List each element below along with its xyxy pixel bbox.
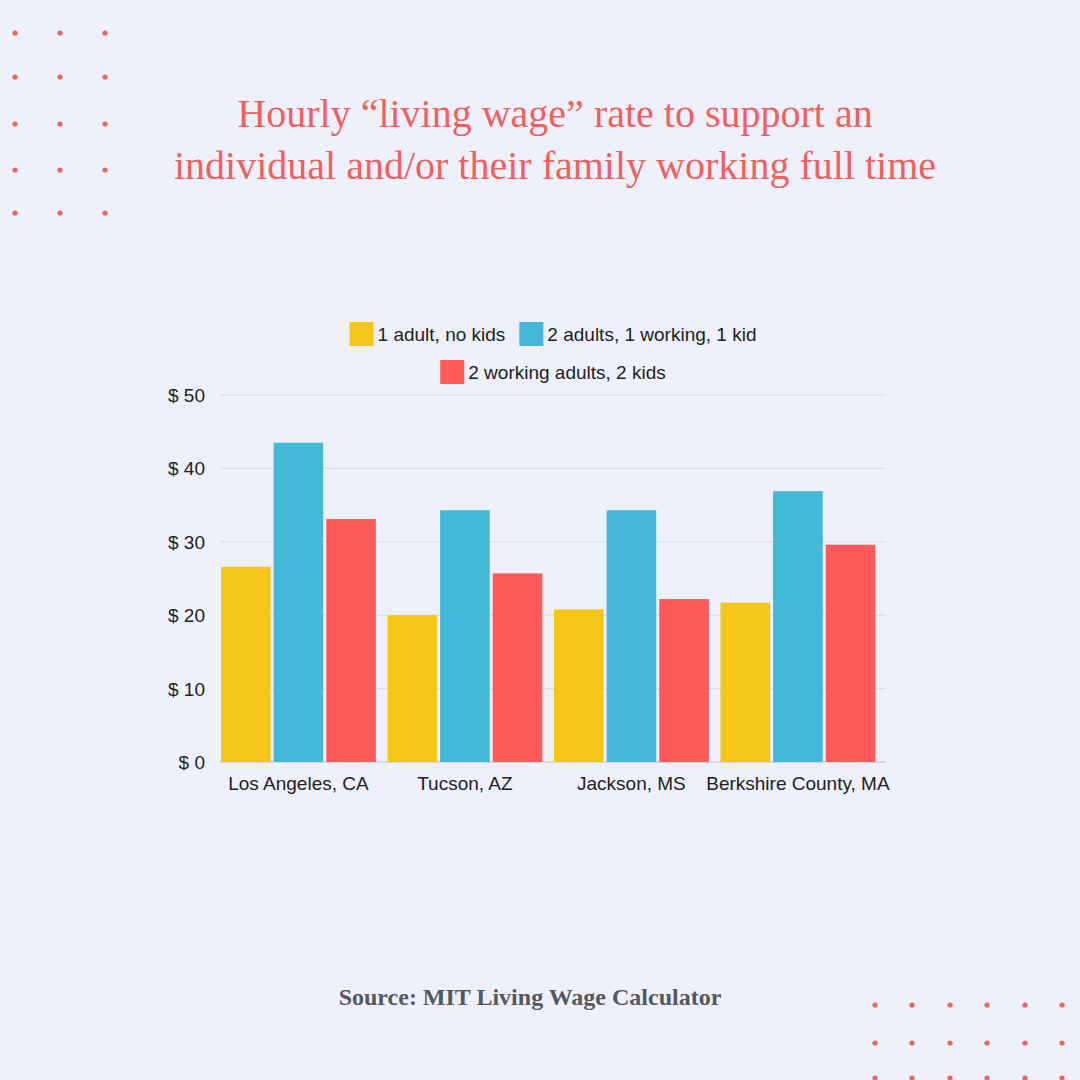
deco-dot xyxy=(947,1075,952,1080)
deco-dot xyxy=(102,74,107,79)
x-tick-label: Jackson, MS xyxy=(577,773,686,794)
bar xyxy=(607,510,657,762)
source: Source: MIT Living Wage Calculator xyxy=(0,984,1060,1011)
legend-item: 2 working adults, 2 kids xyxy=(440,360,666,384)
deco-dot xyxy=(102,121,107,126)
bar xyxy=(554,609,604,762)
deco-dot xyxy=(872,1002,877,1007)
legend-label: 2 working adults, 2 kids xyxy=(468,362,666,383)
y-tick-label: $ 20 xyxy=(168,605,205,626)
legend-swatch xyxy=(519,322,543,346)
title: Hourly “living wage” rate to support an … xyxy=(165,88,945,192)
y-axis xyxy=(220,395,221,762)
bar xyxy=(826,545,876,762)
x-tick-label: Tucson, AZ xyxy=(417,773,513,794)
deco-dot xyxy=(1022,1040,1027,1045)
deco-dot xyxy=(12,210,17,215)
stage: $ 0 $ 10 $ 20 $ 30 $ 40 $ 50 Los Angeles, CA Tu… xyxy=(0,0,1080,1080)
deco-dot xyxy=(984,1002,989,1007)
y-tick-label: $ 0 xyxy=(179,752,205,773)
bar xyxy=(493,573,543,762)
legend-label: 1 adult, no kids xyxy=(378,324,506,345)
y-tick-label: $ 10 xyxy=(168,679,205,700)
bar xyxy=(721,603,771,762)
bar xyxy=(773,491,823,762)
y-tick-label: $ 50 xyxy=(168,385,205,406)
legend-swatch xyxy=(440,360,464,384)
x-tick-label: Berkshire County, MA xyxy=(706,773,890,794)
bar xyxy=(659,599,709,762)
deco-dot xyxy=(102,30,107,35)
deco-dot xyxy=(12,121,17,126)
legend: 1 adult, no kids 2 adults, 1 working, 1 k… xyxy=(350,322,757,384)
grid xyxy=(220,395,886,762)
deco-dot xyxy=(57,74,62,79)
deco-dot xyxy=(872,1075,877,1080)
deco-dot xyxy=(984,1075,989,1080)
deco-dot xyxy=(947,1040,952,1045)
deco-dot xyxy=(102,167,107,172)
deco-dot xyxy=(909,1075,914,1080)
deco-dot xyxy=(1022,1075,1027,1080)
deco-dot xyxy=(12,30,17,35)
y-tick-label: $ 40 xyxy=(168,458,205,479)
bars xyxy=(221,443,875,762)
bar xyxy=(388,615,438,762)
decoration xyxy=(12,30,1064,1080)
legend-swatch xyxy=(350,322,374,346)
deco-dot xyxy=(909,1002,914,1007)
grid-line xyxy=(220,395,886,396)
deco-dot xyxy=(872,1040,877,1045)
deco-dot xyxy=(57,210,62,215)
deco-dot xyxy=(57,30,62,35)
deco-dot xyxy=(1059,1040,1064,1045)
deco-dot xyxy=(102,210,107,215)
deco-dot xyxy=(1059,1075,1064,1080)
deco-dot xyxy=(12,74,17,79)
bar xyxy=(221,567,271,762)
deco-dot xyxy=(1022,1002,1027,1007)
deco-dot xyxy=(57,167,62,172)
bar xyxy=(440,510,490,762)
x-tick-label: Los Angeles, CA xyxy=(228,773,369,794)
deco-dot xyxy=(909,1040,914,1045)
legend-item: 1 adult, no kids xyxy=(350,322,506,346)
deco-dot xyxy=(12,167,17,172)
bar xyxy=(274,443,324,762)
legend-label: 2 adults, 1 working, 1 kid xyxy=(547,324,756,345)
legend-item: 2 adults, 1 working, 1 kid xyxy=(519,322,756,346)
deco-dot xyxy=(984,1040,989,1045)
deco-dot xyxy=(947,1002,952,1007)
deco-dot xyxy=(57,121,62,126)
deco-dot xyxy=(1059,1002,1064,1007)
bar xyxy=(326,519,376,762)
y-tick-label: $ 30 xyxy=(168,532,205,553)
